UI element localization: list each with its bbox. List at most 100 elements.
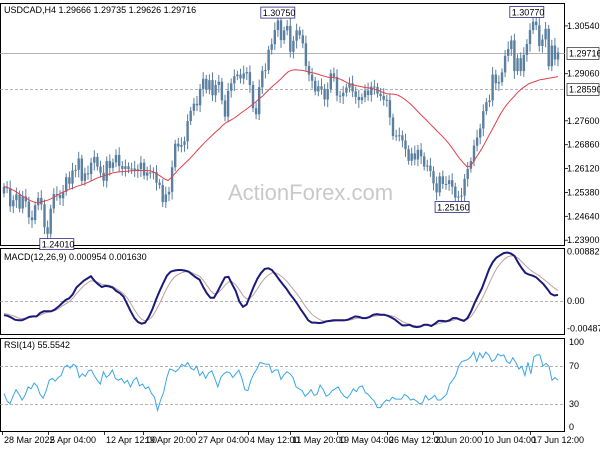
candle-body [342,92,345,97]
candle-body [9,188,12,207]
candle-body [407,149,410,161]
price-annotation-label: 1.24010 [42,240,75,250]
candle-body [416,149,420,160]
candle-body [454,186,457,198]
time-tick-label: 5 Apr 04:00 [50,435,96,445]
candle-body [451,180,454,187]
candle-body [323,88,326,100]
candle-body [68,177,71,184]
candle-body [21,196,24,209]
candle-body [124,166,127,169]
price-annotation-label: 1.30770 [512,8,545,18]
candle-body [413,153,416,160]
price-candles [2,13,560,242]
candle-body [130,168,133,170]
candle-body [304,43,308,66]
candle-body [180,145,183,147]
price-annotation-label: 1.30750 [263,8,296,18]
candle-body [398,135,401,137]
candle-body [522,55,525,72]
candle-body [298,30,301,36]
watermark: ActionForex.com [228,180,393,205]
candle-body [12,200,15,207]
candle-body [74,169,77,171]
time-tick-label: 11 May 20:00 [292,435,346,445]
price-reference-tag [566,83,600,96]
candle-body [186,121,189,142]
candle-body [33,205,37,221]
candle-body [385,99,388,101]
candle-body [183,141,186,145]
candle-body [553,45,557,60]
price-tick-label: 1.29060 [567,69,600,79]
time-tick-label: 27 Apr 04:00 [198,435,249,445]
time-tick-label: 19 May 04:00 [339,435,394,445]
candle-body [357,96,360,101]
time-tick-label: 17 Jun 12:00 [532,435,584,445]
price-panel[interactable]: 1.29716 1.28590 1.24010 1.30750 1.25160 1.30… [0,6,600,251]
candle-body [388,100,392,118]
candle-body [531,21,535,31]
candle-body [507,49,510,56]
rsi-guide-lines [0,366,565,405]
price-tick-label: 1.26120 [567,164,600,174]
candle-body [457,196,460,198]
candle-body [198,88,202,106]
candle-body [482,111,485,129]
candle-body [40,197,43,205]
candle-body [230,83,233,91]
time-tick-label: 2 Jun 20:00 [435,435,482,445]
candle-body [286,25,289,31]
candle-body [223,100,227,117]
candle-body [438,176,441,193]
candle-body [463,178,466,196]
candle-body [519,58,522,72]
candle-body [89,162,93,174]
candle-body [401,135,404,141]
candle-body [164,194,167,203]
candle-body [211,80,214,96]
candle-body [233,76,236,84]
candle-body [429,165,432,172]
candle-body [310,74,314,81]
candle-body [525,44,529,55]
candle-body [139,162,143,170]
candle-body [96,156,99,167]
candle-body [127,166,130,170]
candle-body [146,172,149,176]
candle-body [27,201,31,218]
time-tick-label: 19 Apr 20:00 [145,435,196,445]
candle-body [338,95,342,97]
candle-body [18,194,21,209]
candle-body [348,83,351,88]
candle-body [370,86,373,95]
candle-body [226,90,230,117]
candle-body [382,95,385,100]
candle-body [24,196,27,202]
macd-tick-label: 0.00 [567,296,585,306]
candle-body [544,28,547,40]
rsi-tick-label: 100 [569,337,584,347]
candle-body [170,167,174,192]
rsi-panel[interactable] [0,350,565,413]
macd-line [3,251,559,329]
candle-body [550,45,553,67]
macd-panel[interactable] [0,251,565,329]
candle-body [491,74,494,101]
candle-body [273,30,276,45]
candle-body [423,156,426,167]
price-tick-label: 1.26860 [567,140,600,150]
macd-tick-label: 0.00882 [567,246,600,256]
candle-body [320,86,323,89]
time-tick-label: 10 Jun 04:00 [484,435,536,445]
candle-body [295,30,298,41]
candle-body [410,153,413,161]
candle-body [251,85,255,109]
candle-body [404,140,407,150]
candle-body [167,191,171,195]
candle-body [363,90,367,98]
candle-body [114,155,118,163]
rsi-line [3,350,559,413]
candle-body [71,170,74,184]
candle-body [121,166,124,169]
